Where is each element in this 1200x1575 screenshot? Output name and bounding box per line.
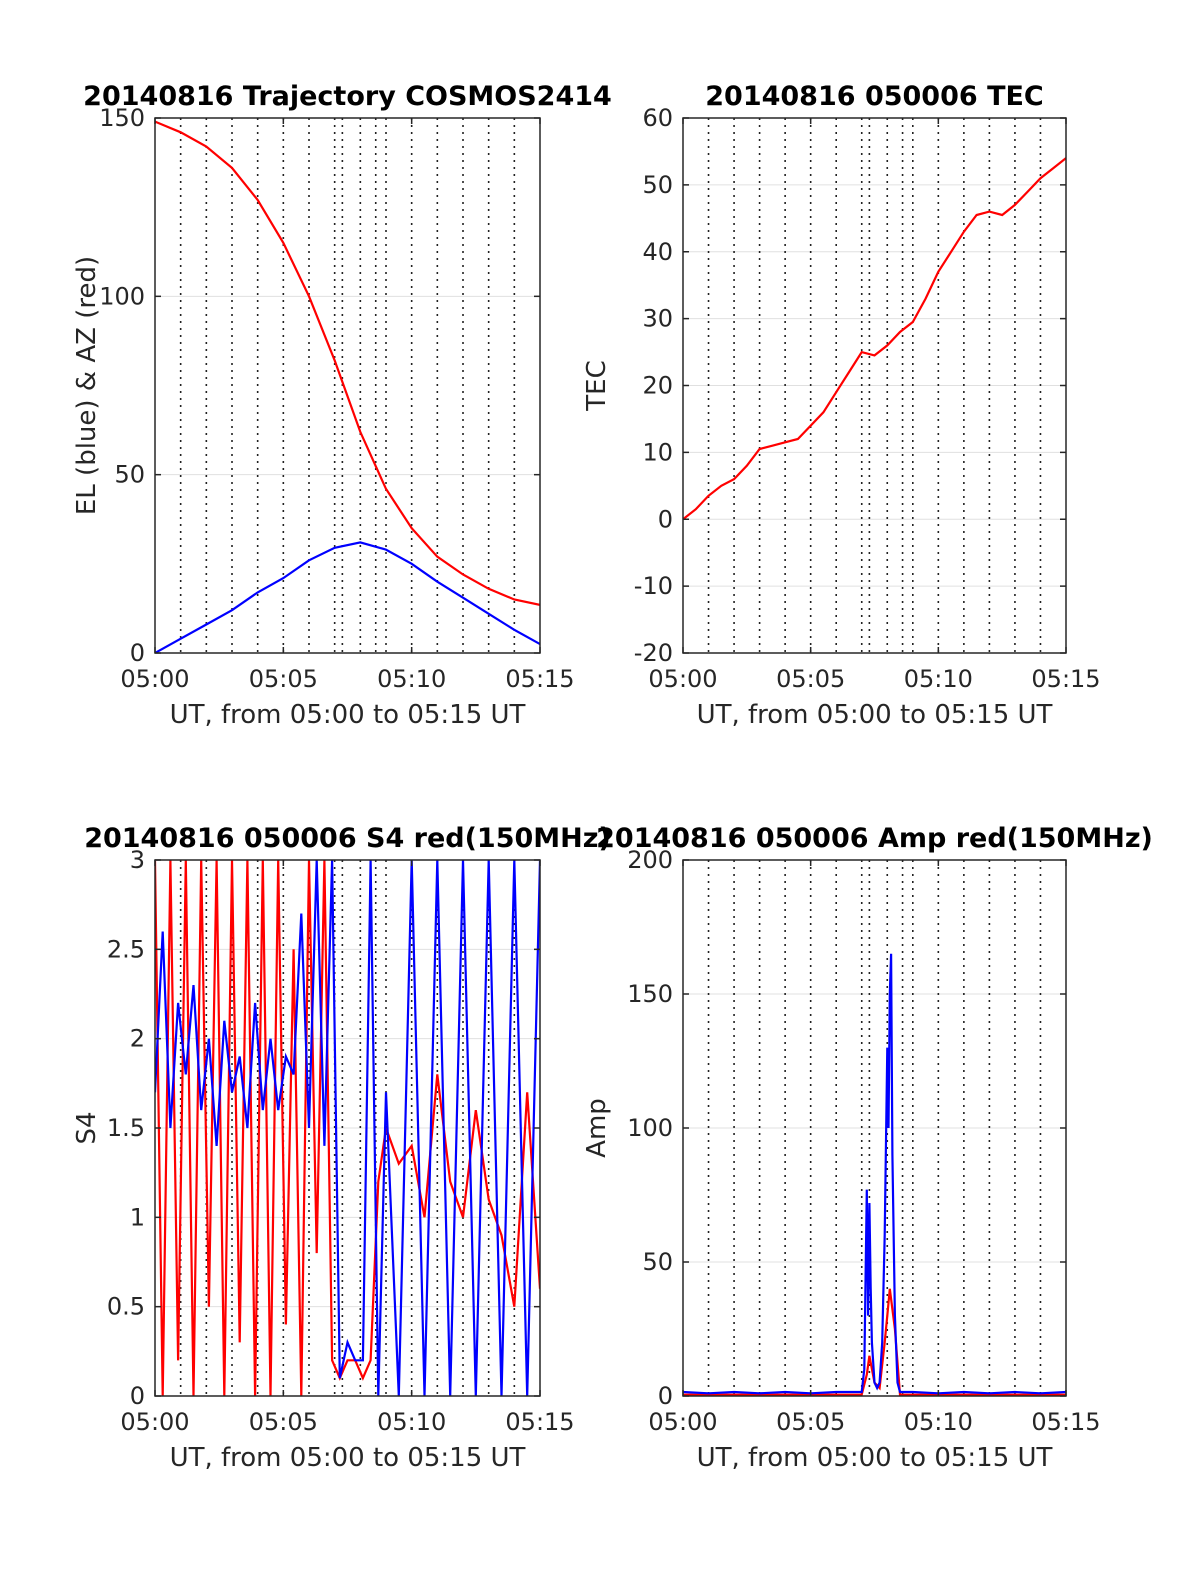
y-tick-label: 0 bbox=[130, 1382, 145, 1410]
x-tick-label: 05:10 bbox=[377, 665, 446, 693]
series-line-0 bbox=[155, 120, 540, 606]
y-tick-label: 50 bbox=[114, 461, 145, 489]
x-tick-label: 05:05 bbox=[249, 665, 318, 693]
y-tick-label: 2 bbox=[130, 1025, 145, 1053]
y-tick-label: 150 bbox=[99, 104, 145, 132]
series-line-1 bbox=[155, 541, 540, 653]
y-tick-label: 100 bbox=[627, 1114, 673, 1142]
chart-title: 20140816 050006 S4 red(150MHz) bbox=[84, 823, 611, 854]
series-line-1 bbox=[155, 860, 540, 1396]
chart-title: 20140816 Trajectory COSMOS2414 bbox=[83, 81, 612, 112]
y-axis-label: TEC bbox=[582, 360, 612, 411]
y-tick-label: 200 bbox=[627, 846, 673, 874]
plot-area bbox=[155, 118, 540, 653]
chart-amp: 05:00 05:05 05:10 05:15 0 50 100 150 20020140816… bbox=[582, 823, 1153, 1473]
y-tick-label: 10 bbox=[642, 438, 673, 466]
chart-title: 20140816 050006 Amp red(150MHz) bbox=[596, 823, 1153, 854]
y-tick-label: 30 bbox=[642, 305, 673, 333]
y-tick-label: 100 bbox=[99, 282, 145, 310]
y-tick-label: 0 bbox=[658, 505, 673, 533]
x-tick-label: 05:05 bbox=[249, 1408, 318, 1436]
y-tick-label: 150 bbox=[627, 980, 673, 1008]
y-tick-label: 40 bbox=[642, 238, 673, 266]
y-tick-label: 1.5 bbox=[107, 1114, 145, 1142]
x-tick-label: 05:00 bbox=[648, 1408, 717, 1436]
y-tick-label: 50 bbox=[642, 1248, 673, 1276]
y-tick-label: 0 bbox=[130, 639, 145, 667]
x-tick-label: 05:00 bbox=[120, 1408, 189, 1436]
x-tick-label: 05:10 bbox=[904, 1408, 973, 1436]
chart-tec: 05:00 05:05 05:10 05:15 -20 -10 0 10 20 30 40 50 60 2… bbox=[582, 81, 1101, 730]
y-tick-label: 50 bbox=[642, 171, 673, 199]
y-axis-label: EL (blue) & AZ (red) bbox=[72, 256, 102, 515]
y-tick-label: 3 bbox=[130, 846, 145, 874]
x-tick-label: 05:15 bbox=[505, 665, 574, 693]
x-tick-label: 05:15 bbox=[1031, 1408, 1100, 1436]
y-tick-label: -20 bbox=[634, 639, 673, 667]
y-tick-label: 60 bbox=[642, 104, 673, 132]
series-line-0 bbox=[155, 860, 540, 1396]
axes-box bbox=[154, 117, 541, 654]
y-tick-label: 20 bbox=[642, 372, 673, 400]
x-tick-label: 05:10 bbox=[377, 1408, 446, 1436]
y-tick-label: 0 bbox=[658, 1382, 673, 1410]
x-tick-label: 05:15 bbox=[505, 1408, 574, 1436]
y-tick-label: -10 bbox=[634, 572, 673, 600]
x-tick-label: 05:05 bbox=[776, 665, 845, 693]
y-axis-label: Amp bbox=[582, 1098, 612, 1158]
chart-s4: 05:00 05:05 05:10 05:15 0 0.5 1 1.5 2 2.5 32014081… bbox=[72, 823, 611, 1473]
series-line-0 bbox=[683, 157, 1066, 521]
y-axis-label: S4 bbox=[72, 1111, 102, 1144]
y-tick-label: 0.5 bbox=[107, 1293, 145, 1321]
x-tick-label: 05:05 bbox=[776, 1408, 845, 1436]
x-tick-label: 05:00 bbox=[120, 665, 189, 693]
y-tick-label: 2.5 bbox=[107, 935, 145, 963]
series-line-1 bbox=[683, 953, 1066, 1395]
y-tick-label: 1 bbox=[130, 1203, 145, 1231]
x-axis-label: UT, from 05:00 to 05:15 UT bbox=[697, 1443, 1053, 1473]
x-axis-label: UT, from 05:00 to 05:15 UT bbox=[170, 700, 526, 730]
chart-title: 20140816 050006 TEC bbox=[705, 81, 1044, 112]
x-tick-label: 05:10 bbox=[904, 665, 973, 693]
x-tick-label: 05:15 bbox=[1031, 665, 1100, 693]
x-axis-label: UT, from 05:00 to 05:15 UT bbox=[697, 700, 1053, 730]
x-tick-label: 05:00 bbox=[648, 665, 717, 693]
x-axis-label: UT, from 05:00 to 05:15 UT bbox=[170, 1443, 526, 1473]
